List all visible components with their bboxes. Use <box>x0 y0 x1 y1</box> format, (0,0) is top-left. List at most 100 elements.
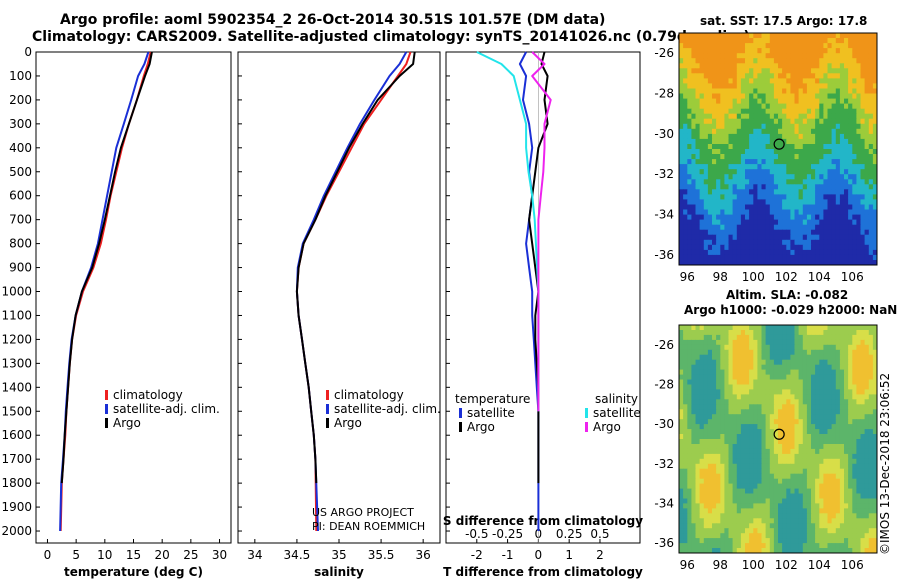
map-cell <box>839 219 845 226</box>
map-cell <box>864 379 870 385</box>
map-cell <box>720 468 725 475</box>
map-cell <box>724 374 729 381</box>
map-cell <box>864 63 870 69</box>
map-cell <box>802 508 808 514</box>
map-cell <box>802 483 808 490</box>
map-cell <box>716 194 721 200</box>
map-cell <box>778 453 783 460</box>
map-cell <box>860 448 866 455</box>
map-cell <box>687 164 692 170</box>
map-cell <box>757 184 762 190</box>
map-cell <box>811 344 816 351</box>
map-cell <box>872 58 878 64</box>
height-label: Argo h1000: -0.029 h2000: NaN <box>684 303 898 317</box>
map-cell <box>724 508 729 514</box>
map-cell <box>712 419 717 425</box>
map-cell <box>757 169 762 175</box>
map-cell <box>839 488 845 495</box>
map-cell <box>815 68 820 74</box>
map-cell <box>691 144 696 150</box>
map-cell <box>728 434 734 440</box>
map-cell <box>707 463 713 470</box>
map-cell <box>683 254 688 261</box>
map-cell <box>839 498 845 504</box>
map-cell <box>864 194 870 200</box>
map-cell <box>712 234 717 241</box>
lon-tick-label: 98 <box>713 558 728 572</box>
map-cell <box>732 429 738 435</box>
map-cell <box>782 123 787 130</box>
map-cell <box>765 503 771 509</box>
map-cell <box>823 48 828 54</box>
map-cell <box>852 123 857 130</box>
map-cell <box>720 414 725 420</box>
map-cell <box>802 189 808 195</box>
map-cell <box>683 174 688 180</box>
map-cell <box>712 513 717 519</box>
map-cell <box>860 543 866 549</box>
map-cell <box>707 174 713 180</box>
map-cell <box>765 103 771 110</box>
map-cell <box>868 543 874 549</box>
map-cell <box>778 179 783 185</box>
map-cell <box>806 83 812 89</box>
x-tick-label: 5 <box>72 548 80 562</box>
map-cell <box>740 73 746 79</box>
map-cell <box>749 249 754 256</box>
map-cell <box>712 43 717 49</box>
map-cell <box>844 38 849 44</box>
map-cell <box>844 154 849 160</box>
map-cell <box>848 463 853 470</box>
map-cell <box>703 98 709 105</box>
map-cell <box>679 409 684 415</box>
map-cell <box>827 325 833 331</box>
map-cell <box>839 344 845 351</box>
map-cell <box>683 128 688 135</box>
map-cell <box>745 169 750 175</box>
map-cell <box>712 404 717 410</box>
map-cell <box>790 349 795 356</box>
map-cell <box>683 528 688 534</box>
map-cell <box>749 189 754 195</box>
map-cell <box>683 108 688 115</box>
map-cell <box>848 199 853 205</box>
map-cell <box>745 194 750 200</box>
map-cell <box>679 73 684 79</box>
map-cell <box>839 254 845 261</box>
map-cell <box>835 43 841 49</box>
map-cell <box>856 369 861 376</box>
map-cell <box>868 339 874 346</box>
map-cell <box>679 184 684 190</box>
map-cell <box>745 128 750 135</box>
map-cell <box>769 179 775 185</box>
map-cell <box>736 98 742 105</box>
map-cell <box>827 83 833 89</box>
legend-swatch <box>105 418 108 428</box>
map-cell <box>753 138 758 145</box>
map-cell <box>831 43 837 49</box>
map-cell <box>745 325 750 331</box>
map-cell <box>868 93 874 99</box>
map-cell <box>720 138 725 145</box>
map-frame <box>678 32 878 266</box>
map-cell <box>695 194 701 200</box>
map-cell <box>782 174 787 180</box>
map-cell <box>827 118 833 125</box>
map-cell <box>749 214 754 221</box>
map-cell <box>683 73 688 79</box>
map-cell <box>802 404 808 410</box>
map-cell <box>815 478 820 485</box>
map-cell <box>761 159 767 165</box>
map-cell <box>798 330 804 336</box>
map-cell <box>765 334 771 341</box>
map-cell <box>806 458 812 465</box>
map-cell <box>802 409 808 415</box>
map-cell <box>794 103 800 110</box>
map-cell <box>716 463 721 470</box>
map-cell <box>872 159 878 165</box>
map-cell <box>844 339 849 346</box>
map-cell <box>724 103 729 110</box>
map-cell <box>868 488 874 495</box>
map-cell <box>819 209 824 215</box>
map-cell <box>736 394 742 400</box>
